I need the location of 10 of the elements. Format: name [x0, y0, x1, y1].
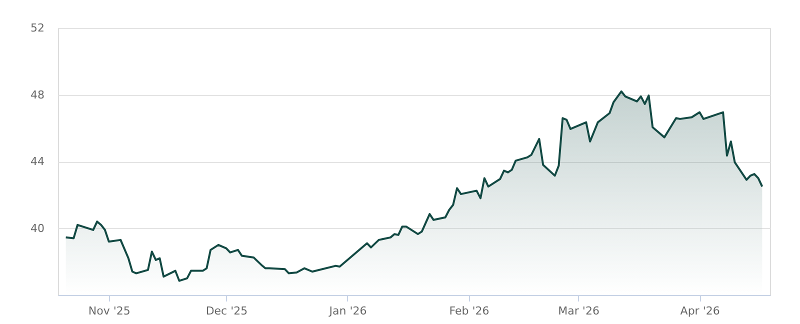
y-tick-label: 40 — [30, 222, 44, 235]
y-tick-label: 44 — [30, 155, 44, 168]
x-tick-label: Nov '25 — [88, 304, 130, 318]
x-tick-label: Apr '26 — [680, 304, 720, 318]
x-tick-label: Dec '25 — [206, 304, 248, 318]
x-tick-label: Jan '26 — [328, 304, 367, 318]
x-tick-label: Mar '26 — [558, 304, 600, 318]
y-tick-label: 48 — [30, 88, 44, 102]
y-tick-label: 52 — [30, 22, 44, 34]
x-tick-label: Feb '26 — [449, 304, 490, 318]
